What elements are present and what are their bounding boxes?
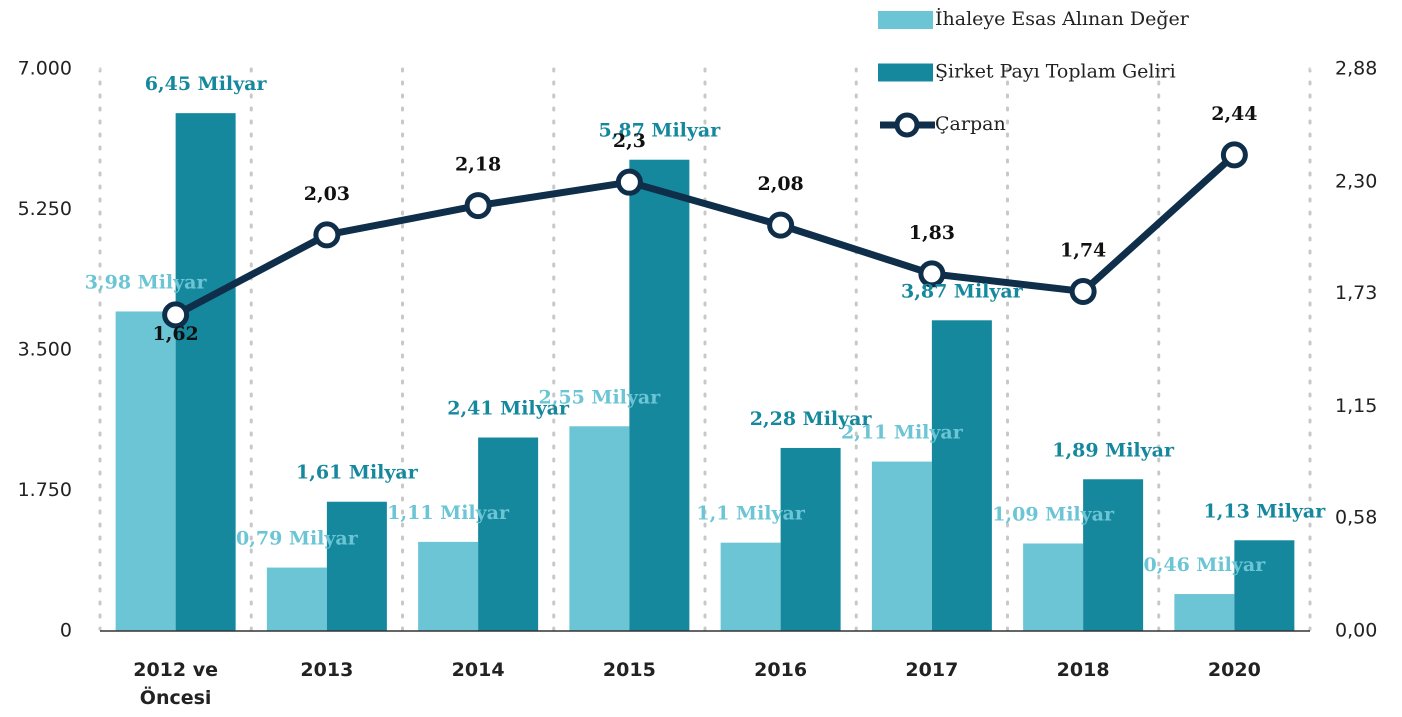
bar: [871, 461, 932, 631]
y2-tick-label: 2,30: [1335, 171, 1377, 193]
x-tick-label: 2012 ve Öncesi: [133, 659, 219, 709]
data-label: 6,45 Milyar: [145, 73, 268, 95]
data-label: 0,46 Milyar: [1144, 554, 1267, 576]
data-label: 1,61 Milyar: [296, 462, 419, 484]
x-tick-label: 2013: [300, 659, 354, 681]
data-label: 0,79 Milyar: [236, 528, 359, 550]
y2-tick-label: 0,00: [1335, 620, 1377, 642]
bar: [326, 501, 387, 631]
data-label: 2,41 Milyar: [447, 398, 570, 420]
bar: [1174, 594, 1235, 631]
marker: [464, 192, 492, 220]
data-label: 2,44: [1211, 103, 1257, 125]
y-tick-label: 3.500: [18, 339, 72, 361]
marker: [162, 301, 190, 329]
y-tick-label: 1.750: [18, 479, 72, 501]
marker: [1069, 277, 1097, 305]
bar: [1083, 479, 1144, 631]
bar: [569, 426, 630, 631]
marker: [918, 260, 946, 288]
bar: [478, 437, 539, 631]
legend-label: Çarpan: [935, 113, 1006, 135]
data-label: 1,11 Milyar: [387, 502, 510, 524]
y-tick-label: 0: [60, 620, 72, 642]
y-tick-label: 5.250: [18, 198, 72, 220]
data-label: 2,03: [304, 183, 350, 205]
data-label: 2,28 Milyar: [750, 408, 873, 430]
data-label: 1,62: [152, 323, 198, 345]
x-tick-label: 2016: [754, 659, 808, 681]
x-tick-label: 2020: [1207, 659, 1261, 681]
bar: [1234, 540, 1295, 631]
data-label: 5,87 Milyar: [599, 120, 722, 142]
x-tick-label: 2017: [905, 659, 959, 681]
data-label: 3,87 Milyar: [901, 280, 1024, 302]
marker: [313, 221, 341, 249]
bar: [931, 320, 992, 631]
data-label: 1,74: [1060, 239, 1106, 261]
x-tick-label: 2014: [451, 659, 505, 681]
bar: [1023, 543, 1084, 631]
data-label: 2,55 Milyar: [539, 386, 662, 408]
bar: [175, 113, 236, 631]
marker: [1220, 141, 1248, 169]
bar: [266, 567, 327, 631]
bar: [418, 541, 479, 631]
y2-tick-label: 1,73: [1335, 282, 1377, 304]
legend-label: İhaleye Esas Alınan Değer: [935, 7, 1190, 30]
data-label: 1,1 Milyar: [696, 503, 805, 525]
legend-swatch: [878, 11, 933, 29]
data-label: 2,18: [455, 154, 501, 176]
y-tick-label: 7.000: [18, 58, 72, 80]
y2-tick-label: 0,58: [1335, 506, 1377, 528]
marker: [615, 168, 643, 196]
legend-swatch: [878, 63, 933, 82]
bar: [629, 159, 690, 632]
data-label: 2,11 Milyar: [841, 422, 964, 444]
y2-tick-label: 1,15: [1335, 395, 1377, 417]
legend-label: Şirket Payı Toplam Geliri: [935, 61, 1176, 83]
data-label: 2,3: [613, 130, 646, 152]
data-label: 1,83: [909, 222, 955, 244]
y2-tick-label: 2,88: [1335, 58, 1377, 80]
bar: [720, 542, 781, 631]
data-label: 2,08: [757, 173, 803, 195]
data-label: 1,13 Milyar: [1204, 500, 1327, 522]
data-label: 1,89 Milyar: [1052, 439, 1175, 461]
marker: [767, 211, 795, 239]
bar: [780, 447, 841, 631]
legend-marker: [894, 112, 920, 138]
x-tick-label: 2018: [1056, 659, 1110, 681]
line: [173, 152, 1237, 318]
bar: [115, 311, 176, 631]
data-label: 3,98 Milyar: [85, 271, 208, 293]
data-label: 1,09 Milyar: [992, 503, 1115, 525]
x-tick-label: 2015: [602, 659, 656, 681]
